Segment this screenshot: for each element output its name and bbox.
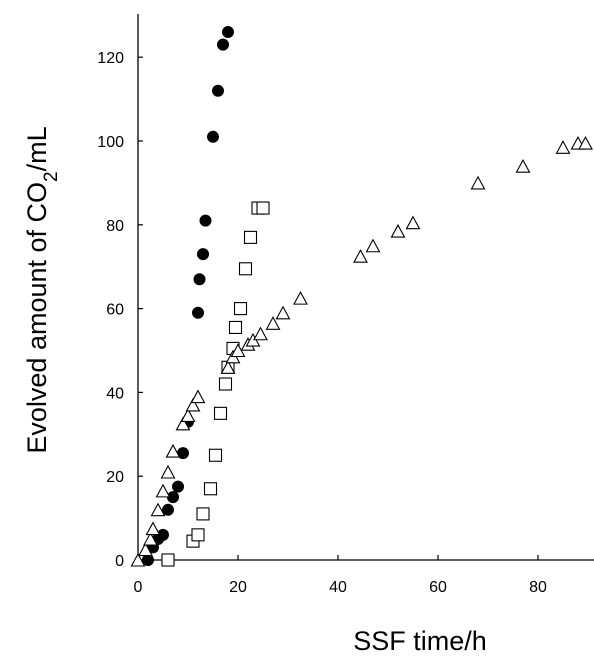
data-point-open-triangle [405,215,421,230]
data-point-open-square [218,377,233,391]
data-point-open-square [191,528,205,542]
data-point-open-triangle [390,223,406,238]
data-point-filled-circle [167,491,179,504]
series-filled-circle [142,26,234,566]
y-tick-label: 100 [97,134,124,151]
data-point-filled-circle [177,447,189,460]
data-point-open-triangle [265,316,281,330]
data-point-filled-circle [172,480,184,493]
data-point-open-triangle [515,158,531,173]
data-point-open-triangle [365,238,381,253]
data-point-filled-circle [162,503,174,516]
data-point-open-square [213,406,228,420]
y-tick-label: 0 [115,553,124,570]
data-point-filled-circle [192,306,204,319]
y-axis-title-suffix: /mL [22,126,52,171]
data-point-filled-circle [197,248,209,261]
x-tick-label: 0 [134,579,143,596]
y-tick-label: 80 [106,218,124,235]
y-axis-title-subscript: 2 [41,171,62,182]
data-point-filled-circle [212,84,224,97]
y-tick-label: 40 [106,385,124,402]
data-point-open-triangle [130,552,146,567]
data-point-open-triangle [353,249,368,263]
data-point-filled-circle [157,528,169,541]
x-tick-label: 60 [429,579,447,596]
x-axis-title: SSF time/h [353,626,487,656]
data-point-open-square [243,230,258,244]
data-point-filled-circle [199,214,212,227]
data-point-open-triangle [293,290,308,305]
data-point-open-square [203,482,218,496]
data-point-open-triangle [143,531,158,546]
data-point-filled-circle [222,26,234,39]
data-point-filled-circle [207,130,219,143]
data-point-open-triangle [145,521,161,536]
data-point-open-triangle [220,360,236,374]
data-point-open-square [196,507,210,521]
data-point-open-triangle [175,416,191,431]
y-axis-title: Evolved amount of CO2/mL [22,126,62,453]
series-open-square [161,201,270,567]
data-point-open-triangle [470,175,486,190]
ticks-layer: 0 20 40 60 80 100 120 0 20 40 60 80 [97,50,547,596]
data-point-open-square [161,553,175,567]
data-point-filled-circle [217,38,229,51]
data-point-open-triangle [578,135,593,150]
data-point-open-triangle [165,443,181,458]
y-tick-label: 20 [106,469,124,486]
series-open-triangle [130,135,593,567]
x-tick-label: 40 [329,579,347,596]
y-tick-label: 120 [97,50,124,67]
data-point-filled-circle [193,273,206,286]
data-point-open-square [238,262,253,276]
data-point-open-triangle [185,397,201,412]
data-point-open-triangle [190,389,206,404]
data-point-open-triangle [275,305,291,320]
data-point-open-triangle [555,140,571,154]
data-point-open-triangle [253,326,268,341]
axes-layer [137,14,594,561]
y-tick-label: 60 [106,302,124,319]
data-point-open-square [233,302,248,316]
data-point-open-square [228,320,243,335]
data-point-open-triangle [155,483,171,498]
data-point-open-triangle [180,408,196,422]
x-tick-label: 80 [529,579,547,596]
y-axis-title-prefix: Evolved amount of CO [22,182,52,454]
data-point-open-square [208,448,223,462]
points-layer [130,26,593,567]
data-point-open-square [256,201,270,215]
data-point-open-triangle [138,542,153,557]
data-point-open-triangle [160,464,176,479]
data-point-open-triangle [150,502,166,517]
x-tick-label: 20 [229,579,247,596]
data-point-filled-circle [142,554,154,566]
